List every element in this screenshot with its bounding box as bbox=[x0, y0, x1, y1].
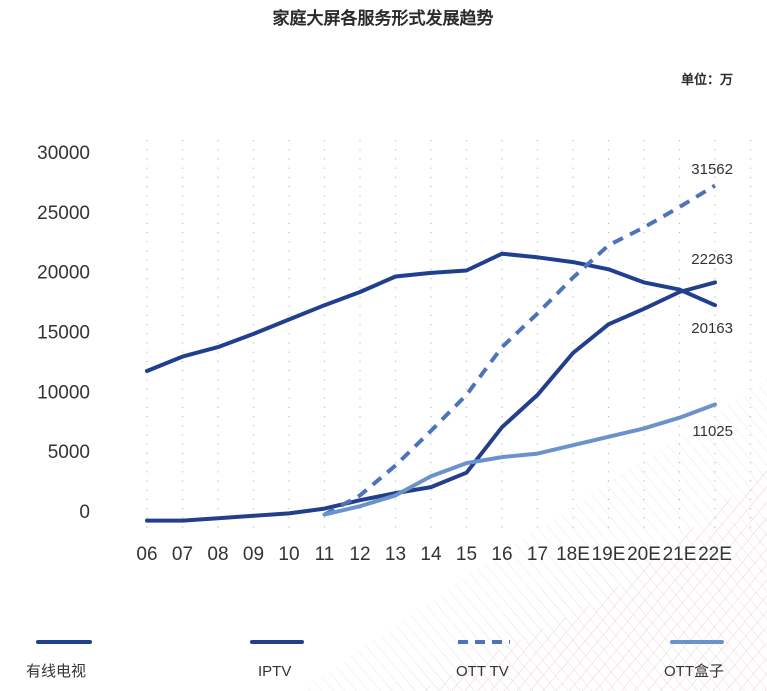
x-tick-label: 19E bbox=[592, 544, 626, 565]
legend-label-ott-box: OTT盒子 bbox=[664, 663, 724, 680]
background-decoration bbox=[300, 380, 767, 691]
data-label-22263: 22263 bbox=[691, 251, 733, 268]
y-tick-label: 5000 bbox=[48, 442, 90, 463]
x-tick-label: 18E bbox=[556, 544, 590, 565]
x-tick-label: 07 bbox=[172, 544, 193, 565]
data-label-iptv: 22263 bbox=[691, 251, 733, 268]
x-tick-label: 08 bbox=[207, 544, 228, 565]
x-tick-label: 17 bbox=[527, 544, 548, 565]
x-tick-label: 22E bbox=[698, 544, 732, 565]
y-tick-label: 25000 bbox=[37, 203, 90, 224]
data-label-ott-tv: 31562 bbox=[691, 161, 733, 178]
series-line-cable-tv bbox=[145, 251, 717, 373]
vertical-grid bbox=[146, 140, 752, 532]
data-label-cable: 20163 bbox=[691, 320, 733, 337]
data-label-20163: 20163 bbox=[691, 320, 733, 337]
x-tick-label: 12 bbox=[349, 544, 370, 565]
legend-item-iptv: IPTV bbox=[250, 640, 304, 680]
series-lines bbox=[145, 183, 717, 523]
y-tick-label: 15000 bbox=[37, 323, 90, 344]
x-axis: 06 07 08 09 10 11 12 13 14 15 16 17 18E 19E 20E 21E 22E bbox=[136, 544, 731, 565]
y-axis: 0 5000 10000 15000 20000 25000 30000 bbox=[37, 143, 90, 523]
y-tick-label: 0 bbox=[79, 502, 90, 523]
legend-label-cable-tv: 有线电视 bbox=[26, 663, 86, 680]
series-line-ott-box bbox=[322, 402, 717, 517]
legend-item-cable-tv: 有线电视 bbox=[26, 640, 92, 680]
x-tick-label: 10 bbox=[278, 544, 299, 565]
x-tick-label: 15 bbox=[456, 544, 477, 565]
data-label-31562: 31562 bbox=[691, 161, 733, 178]
x-tick-label: 20E bbox=[627, 544, 661, 565]
legend-item-ott-box: OTT盒子 bbox=[664, 640, 724, 680]
chart-title: 家庭大屏各服务形式发展趋势 bbox=[273, 8, 494, 28]
y-tick-label: 10000 bbox=[37, 382, 90, 403]
series-line-ott-tv bbox=[323, 183, 717, 517]
legend: 有线电视 IPTV OTT TV OTT盒子 bbox=[26, 640, 724, 680]
legend-item-ott-tv: OTT TV bbox=[456, 640, 510, 680]
series-line-iptv bbox=[145, 280, 717, 523]
legend-label-ott-tv: OTT TV bbox=[456, 663, 509, 680]
unit-label: 单位：万 bbox=[681, 72, 733, 87]
x-tick-label: 11 bbox=[315, 544, 335, 565]
x-tick-label: 21E bbox=[663, 544, 697, 565]
x-tick-label: 16 bbox=[491, 544, 512, 565]
x-tick-label: 09 bbox=[243, 544, 264, 565]
x-tick-label: 13 bbox=[385, 544, 406, 565]
y-tick-label: 20000 bbox=[37, 263, 90, 284]
x-tick-label: 14 bbox=[420, 544, 442, 565]
y-tick-label: 30000 bbox=[37, 143, 90, 164]
data-label-ott-box: 11025 bbox=[692, 423, 733, 440]
x-tick-label: 06 bbox=[136, 544, 157, 565]
data-label-11025: 11025 bbox=[692, 423, 733, 440]
legend-label-iptv: IPTV bbox=[258, 663, 291, 680]
